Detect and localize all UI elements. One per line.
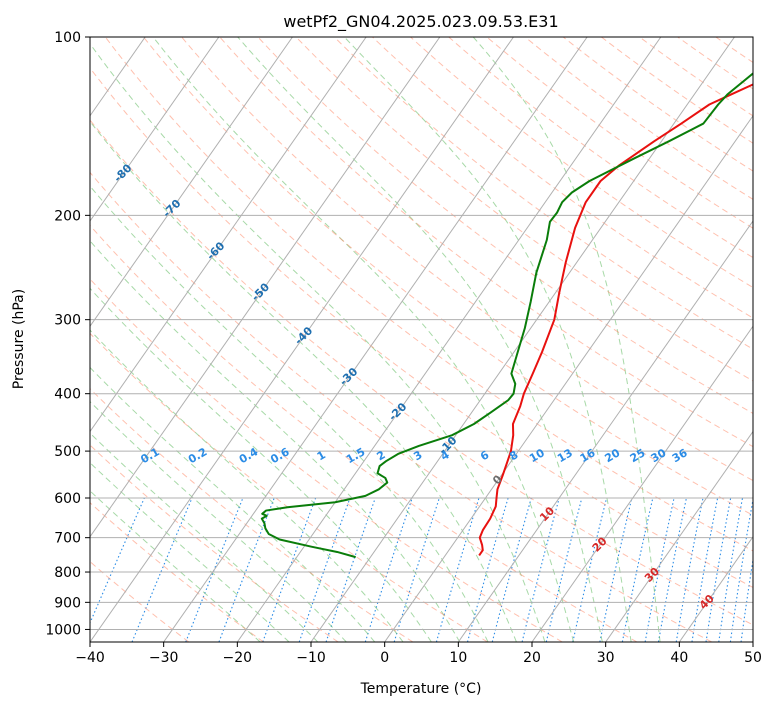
isotherm-line (90, 37, 220, 222)
isotherm-line (310, 37, 735, 642)
skewed-isotherms (90, 37, 753, 642)
dry-adiabat (333, 37, 753, 350)
dry-adiabat (90, 67, 753, 588)
dry-adiabat (143, 37, 753, 516)
moist-adiabat (90, 432, 319, 642)
moist-adiabat (90, 240, 461, 642)
y-tick-label: 800 (54, 565, 81, 581)
x-tick-label: −40 (75, 650, 105, 666)
dry-adiabat (448, 37, 753, 259)
x-tick-label: 20 (523, 650, 541, 666)
moist-adiabat (343, 37, 632, 642)
mixing-ratio-line (599, 497, 633, 642)
y-tick-label: 700 (54, 531, 81, 547)
y-tick-label: 900 (54, 595, 81, 611)
isotherm-line (605, 430, 753, 642)
isotherm-line (531, 325, 753, 642)
isotherm-line (90, 37, 293, 328)
y-tick-label: 400 (54, 387, 81, 403)
dry-adiabats (90, 37, 753, 642)
x-tick-label: −10 (296, 650, 326, 666)
dry-adiabat (90, 224, 638, 642)
dry-adiabat (90, 501, 264, 642)
x-tick-label: 0 (380, 650, 389, 666)
y-tick-label: 300 (54, 313, 81, 329)
moist-adiabat (472, 37, 661, 642)
dry-adiabat (90, 278, 563, 642)
profile-series (260, 72, 753, 559)
x-tick-label: 10 (449, 650, 467, 666)
moist-adiabat (90, 287, 432, 642)
x-axis-ticks: −40 −30 −20 −10 0 10 20 30 40 50 (75, 642, 762, 666)
mixing-ratio-line (545, 497, 583, 642)
x-tick-label: −20 (223, 650, 253, 666)
y-tick-label: 200 (54, 208, 81, 224)
pressure-gridlines (90, 37, 753, 630)
mixing-ratio-line (298, 497, 351, 642)
isotherm-line (678, 535, 753, 642)
isotherm-line (90, 37, 367, 433)
mixing-ratio-line (262, 497, 317, 642)
dry-adiabat (104, 37, 753, 552)
moist-adiabat (90, 366, 376, 642)
dewpoint-line (260, 72, 753, 559)
moist-adiabat (90, 490, 261, 642)
x-tick-label: 50 (744, 650, 762, 666)
mixing-ratio-line (466, 497, 509, 642)
mixing-ratio-line (218, 497, 275, 642)
mixing-ratio-line (131, 497, 193, 642)
mixing-ratio-line (364, 497, 413, 642)
moist-adiabat (90, 329, 404, 642)
dry-adiabat (601, 37, 753, 144)
dry-adiabat (90, 444, 339, 642)
moist-adiabat (90, 120, 517, 642)
mixing-ratio-line (393, 497, 440, 642)
chart-title: wetPf2_GN04.2025.023.09.53.E31 (283, 12, 558, 32)
mixing-ratio-line (325, 497, 376, 642)
dry-adiabat (90, 119, 753, 626)
dry-adiabat (90, 171, 712, 642)
y-axis-ticks: 1000 900 800 700 600 500 400 300 200 100 (45, 30, 90, 638)
mixing-ratio-line (185, 497, 244, 642)
isotherm-line (163, 37, 588, 642)
temperature-line (478, 83, 753, 557)
isotherm-line (90, 37, 514, 642)
mixing-ratio-line (491, 497, 532, 642)
x-tick-label: 30 (597, 650, 615, 666)
moist-adiabat (90, 42, 546, 642)
moist-adiabats (90, 37, 661, 642)
moist-adiabat (90, 462, 290, 642)
plot-frame (89, 36, 754, 643)
isotherm-line (236, 37, 662, 642)
isotherm-line (90, 37, 441, 538)
dry-adiabat (562, 37, 753, 172)
isotherm-line (384, 114, 753, 642)
dry-adiabat (257, 37, 753, 414)
x-tick-label: −30 (149, 650, 179, 666)
x-axis-title: Temperature (°C) (360, 681, 482, 697)
y-tick-label: 500 (54, 444, 81, 460)
moist-adiabat (237, 37, 603, 642)
mixing-ratio-line (572, 497, 608, 642)
y-tick-label: 100 (54, 30, 81, 46)
dry-adiabat (486, 37, 753, 229)
y-tick-label: 1000 (45, 622, 81, 638)
dry-adiabat (295, 37, 753, 382)
x-tick-label: 40 (670, 650, 688, 666)
isotherm-line (457, 220, 753, 642)
mixing-ratio-line (521, 497, 560, 642)
dry-adiabat (90, 332, 488, 642)
y-axis-title: Pressure (hPa) (11, 289, 27, 389)
y-tick-label: 600 (54, 491, 81, 507)
